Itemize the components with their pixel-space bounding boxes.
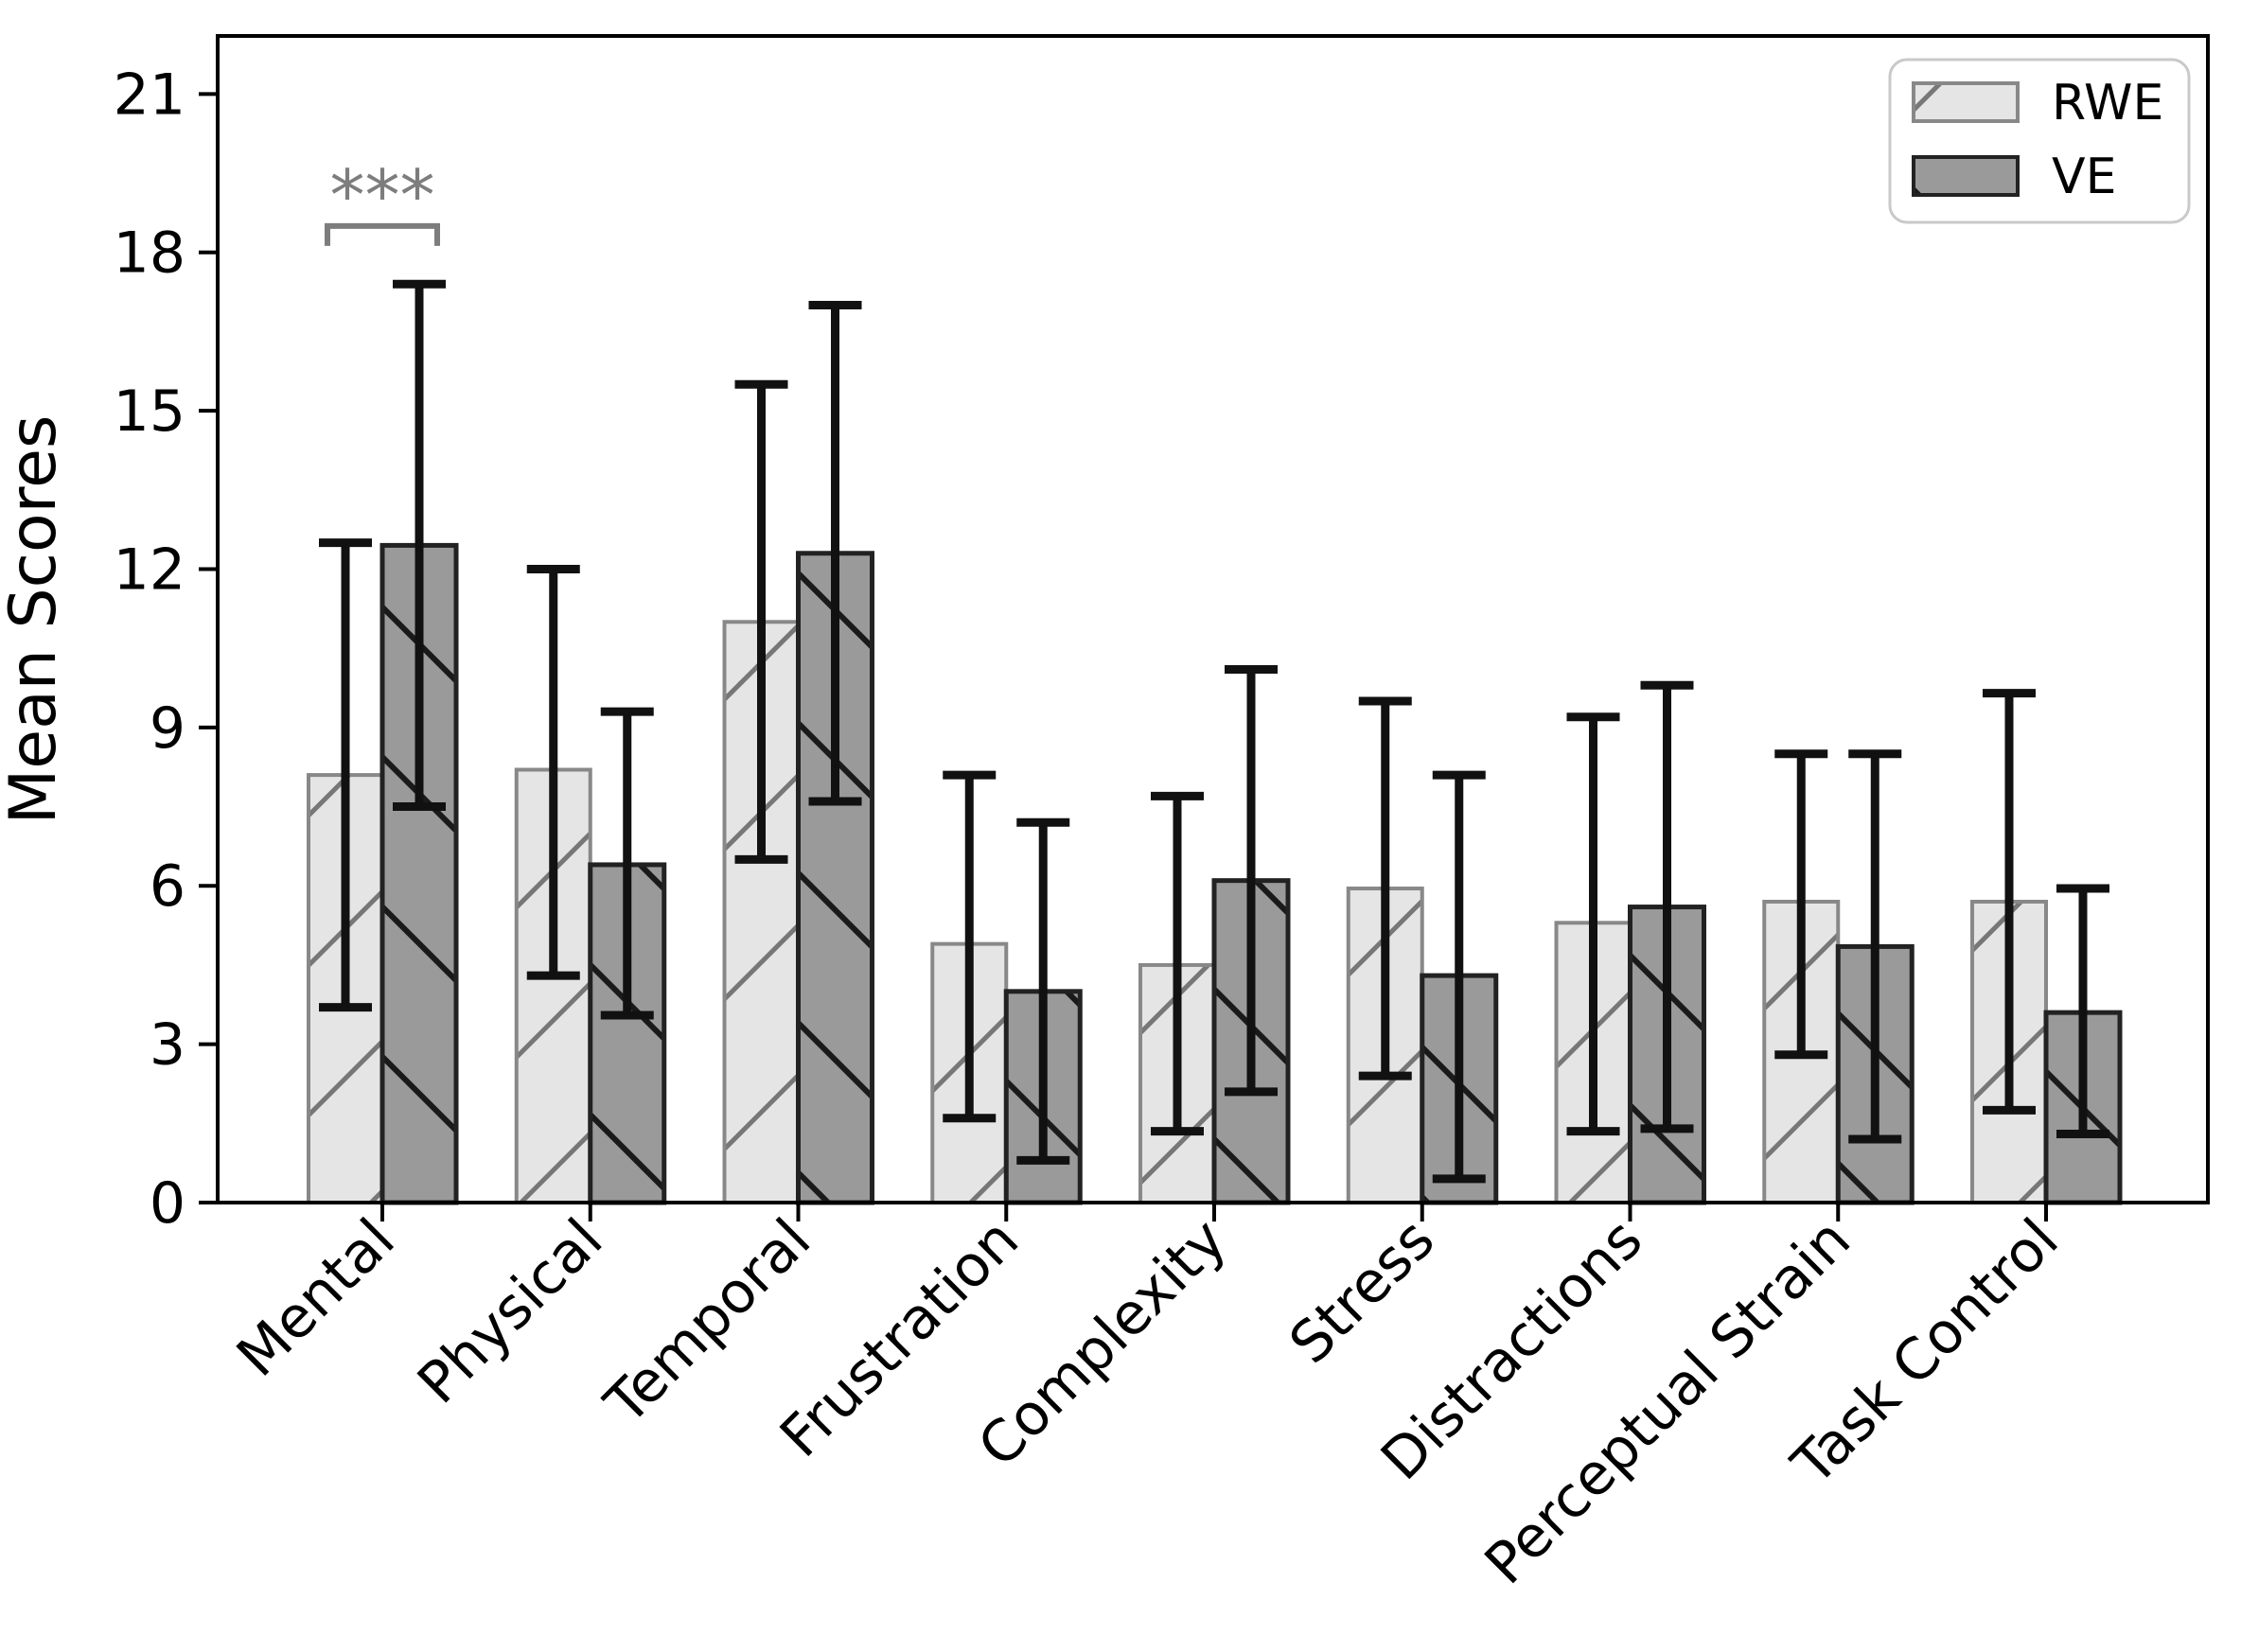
errorbar-rwe-mental <box>319 538 372 1012</box>
y-tick-label-9: 9 <box>150 695 185 762</box>
errorbar-ve-frustration <box>1016 817 1070 1165</box>
x-axis: MentalPhysicalTemporalFrustrationComplex… <box>224 1203 2072 1597</box>
legend-label-ve: VE <box>2052 149 2116 205</box>
errorbar-rwe-frustration <box>943 770 997 1123</box>
errorbar-ve-temporal <box>808 301 862 806</box>
y-tick-label-0: 0 <box>150 1170 185 1237</box>
legend-label-rwe: RWE <box>2052 75 2163 132</box>
y-tick-label-18: 18 <box>114 220 185 287</box>
legend-swatch-ve <box>1912 155 2020 197</box>
y-tick-label-6: 6 <box>150 853 185 920</box>
bar-ve-complexity <box>1211 878 1291 1205</box>
legend: RWE VE <box>1888 58 2191 224</box>
errorbar-ve-mental <box>393 279 446 812</box>
significance-asterisks: *** <box>330 155 435 237</box>
legend-item-rwe: RWE <box>1912 75 2163 132</box>
errorbar-ve-stress <box>1432 770 1486 1184</box>
errorbar-rwe-task-control <box>1983 689 2036 1115</box>
x-tick-label-mental: Mental <box>224 1206 408 1390</box>
y-tick-label-21: 21 <box>114 62 185 128</box>
y-tick-label-15: 15 <box>114 378 185 445</box>
y-axis-label: Mean Scores <box>0 415 71 825</box>
x-tick-label-perceptual-strain: Perceptual Strain <box>1473 1206 1863 1597</box>
errorbar-rwe-physical <box>526 564 580 980</box>
y-axis: 0 3 6 9 12 15 18 21 <box>114 62 218 1237</box>
errorbar-rwe-complexity <box>1151 791 1204 1136</box>
y-tick-label-3: 3 <box>150 1012 185 1079</box>
errorbar-ve-distractions <box>1640 680 1694 1134</box>
significance-bracket <box>325 222 440 246</box>
x-tick-label-physical: Physical <box>405 1206 615 1416</box>
errorbar-ve-physical <box>600 707 654 1020</box>
errorbar-rwe-distractions <box>1566 712 1620 1136</box>
legend-swatch-rwe <box>1912 81 2020 123</box>
x-tick-label-stress: Stress <box>1277 1206 1447 1377</box>
errorbar-ve-perceptual-strain <box>1848 749 1902 1144</box>
legend-item-ve: VE <box>1912 149 2116 205</box>
errorbar-ve-complexity <box>1225 665 1278 1097</box>
errorbars-layer <box>319 279 2109 1184</box>
errorbar-rwe-stress <box>1358 696 1412 1081</box>
y-tick-label-12: 12 <box>114 536 185 603</box>
errorbar-rwe-temporal <box>734 379 788 864</box>
errorbar-ve-task-control <box>2056 884 2109 1138</box>
bars-layer <box>307 542 2123 1205</box>
errorbar-rwe-perceptual-strain <box>1774 749 1828 1060</box>
